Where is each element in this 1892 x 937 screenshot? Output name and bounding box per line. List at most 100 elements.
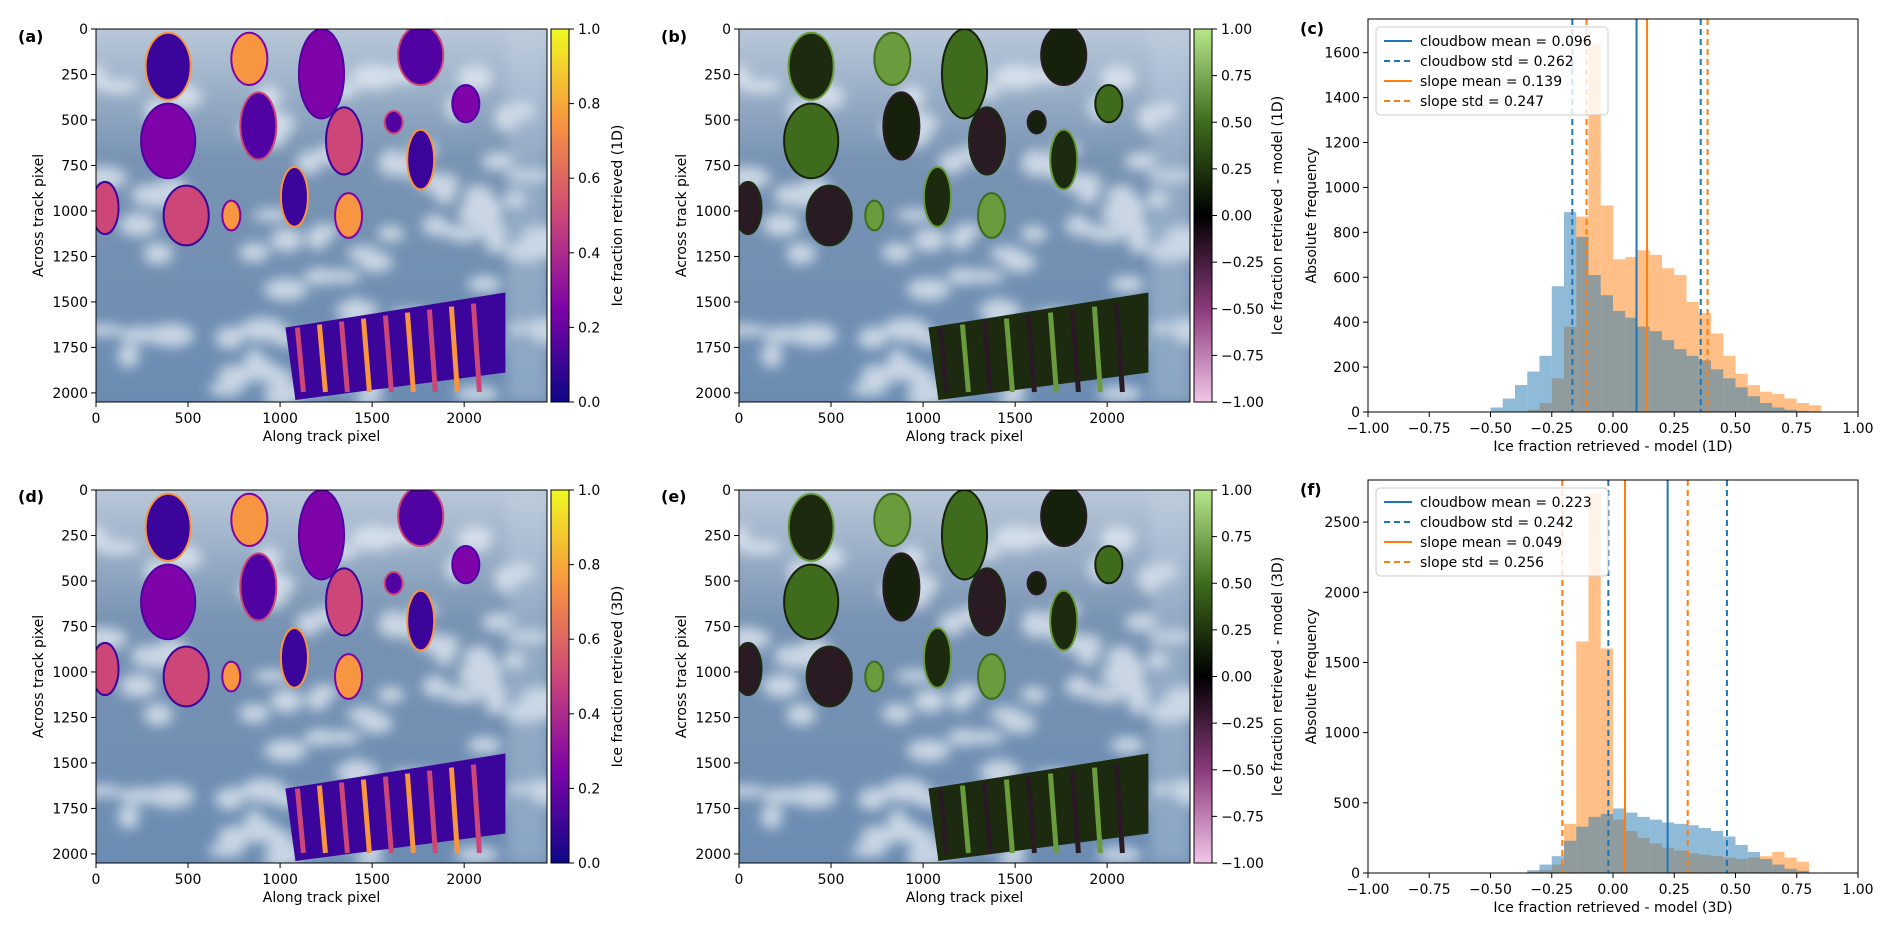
colorbar-tick-label: 0.0 (578, 856, 600, 872)
histogram-bar (1662, 340, 1675, 412)
colorbar-tick-label: 0.2 (578, 781, 600, 797)
colorbar-tick-label: −0.25 (1221, 716, 1264, 732)
cloud-puff (881, 703, 913, 724)
retrieval-blob (805, 645, 853, 708)
histogram-bar (1686, 825, 1699, 873)
y-axis-label: Across track pixel (674, 154, 690, 277)
x-tick-label: 2000 (1089, 872, 1125, 888)
cloud-puff (762, 212, 800, 237)
colorbar-label: Ice fraction retrieved - model (1D) (1270, 96, 1286, 335)
retrieval-blob (279, 166, 309, 228)
cloud-puff (214, 787, 244, 811)
y-tick-label: 400 (1333, 315, 1360, 331)
panel-a-colorbar: 1.0 0.8 0.6 0.4 0.2 0.0 Ice fraction retrieved… (550, 22, 626, 411)
retrieval-blob (1094, 544, 1124, 585)
y-tick-label: 600 (1333, 270, 1360, 286)
retrieval-stripe (1003, 779, 1015, 854)
cloud-puff (993, 64, 1040, 90)
cloud-puff (354, 393, 383, 402)
retrieval-blob (739, 180, 763, 236)
y-tick-label: 500 (1333, 796, 1360, 812)
histogram-bar (1784, 409, 1797, 412)
axes-frame (738, 489, 1191, 864)
cloud-puff (270, 689, 303, 713)
histogram-bar (1747, 396, 1760, 412)
colorbar-tick-label: 0.8 (578, 97, 600, 113)
cloud-puff (119, 326, 164, 343)
cloud-puff (457, 199, 504, 228)
histogram-bar (1796, 861, 1809, 873)
y-tick-label: 2000 (52, 386, 88, 402)
panel-b-axes: 0 500 1000 1500 2000025050075010001250150017… (674, 22, 1191, 445)
cloud-puff (252, 669, 291, 683)
cloud-puff (147, 323, 195, 348)
retrieval-stripe (360, 779, 372, 854)
y-tick-label: 1500 (52, 295, 88, 311)
cloud-puff (463, 184, 494, 206)
cloud-puff (96, 79, 140, 94)
retrieval-stripe (981, 782, 993, 854)
cloud-puff (457, 660, 504, 689)
cloud-puff (475, 683, 510, 699)
colorbar-gradient (1193, 28, 1213, 403)
histogram-bar (1796, 410, 1809, 412)
y-tick-label: 1250 (695, 710, 731, 726)
retrieval-blob (397, 29, 445, 86)
cloud-puff (739, 65, 750, 87)
cloud-puff (263, 739, 308, 762)
y-tick-label: 250 (61, 67, 88, 83)
cloud-puff (1106, 645, 1137, 667)
x-tick-label: 1500 (997, 411, 1033, 427)
cloud-puff (857, 787, 887, 811)
histogram-bar (1698, 828, 1711, 873)
cloud-puff (739, 323, 767, 337)
retrieval-blob (1026, 110, 1047, 135)
retrieval-regions (739, 490, 1149, 861)
panel-label: (f) (1300, 480, 1322, 499)
colorbar-label: Ice fraction retrieved (1D) (610, 125, 626, 307)
panel-c: (c) −1.00 −0.75 −0.50 −0.25 0.00 0.25 0.50 0.75 1… (1300, 18, 1874, 455)
retrieval-stripe (981, 321, 993, 393)
y-tick-label: 1500 (695, 295, 731, 311)
y-tick-label: 1000 (695, 204, 731, 220)
cloud-puff (311, 684, 339, 700)
cloud-puff (322, 269, 362, 284)
retrieval-blob (783, 563, 840, 641)
legend-entry: slope std = 0.256 (1420, 555, 1544, 571)
cloud-puff (96, 784, 124, 798)
x-tick-label: 0 (92, 872, 101, 888)
colorbar-gradient (1193, 489, 1213, 864)
cloud-puff (790, 784, 838, 809)
x-tick-label: 1000 (905, 411, 941, 427)
retrieval-blob (940, 29, 989, 120)
histogram-bar (1576, 641, 1589, 873)
cloud-puff (117, 804, 140, 830)
x-tick-label: 500 (818, 411, 845, 427)
cloud-puff (1124, 612, 1158, 632)
cloud-puff (1002, 252, 1036, 273)
retrieval-stripe (448, 306, 460, 393)
cloud-puff (1076, 182, 1100, 205)
y-tick-label: 250 (704, 528, 731, 544)
cloud-puff (117, 343, 140, 369)
y-tick-label: 750 (704, 619, 731, 635)
cloud-puff (263, 278, 308, 301)
retrieval-blob (406, 589, 436, 652)
colorbar-tick-label: 0.25 (1221, 623, 1252, 639)
y-axis-label: Absolute frequency (1304, 609, 1320, 745)
histogram-bar (1674, 349, 1687, 412)
y-tick-label: 2500 (1324, 515, 1360, 531)
retrieval-blob (383, 571, 404, 596)
cloud-puff (311, 223, 339, 239)
x-tick-label: 2000 (446, 872, 482, 888)
cloud-puff (1106, 184, 1137, 206)
histogram-bar (1613, 808, 1626, 873)
cloud-puff (207, 382, 245, 397)
histogram-bar (1760, 403, 1773, 412)
colorbar-tick-label: 1.0 (578, 483, 600, 499)
cloud-puff (1002, 713, 1036, 734)
axes-frame (95, 28, 548, 403)
cloud-puff (993, 525, 1040, 551)
cloud-puff (433, 643, 457, 666)
histogram-bar (1784, 868, 1797, 873)
